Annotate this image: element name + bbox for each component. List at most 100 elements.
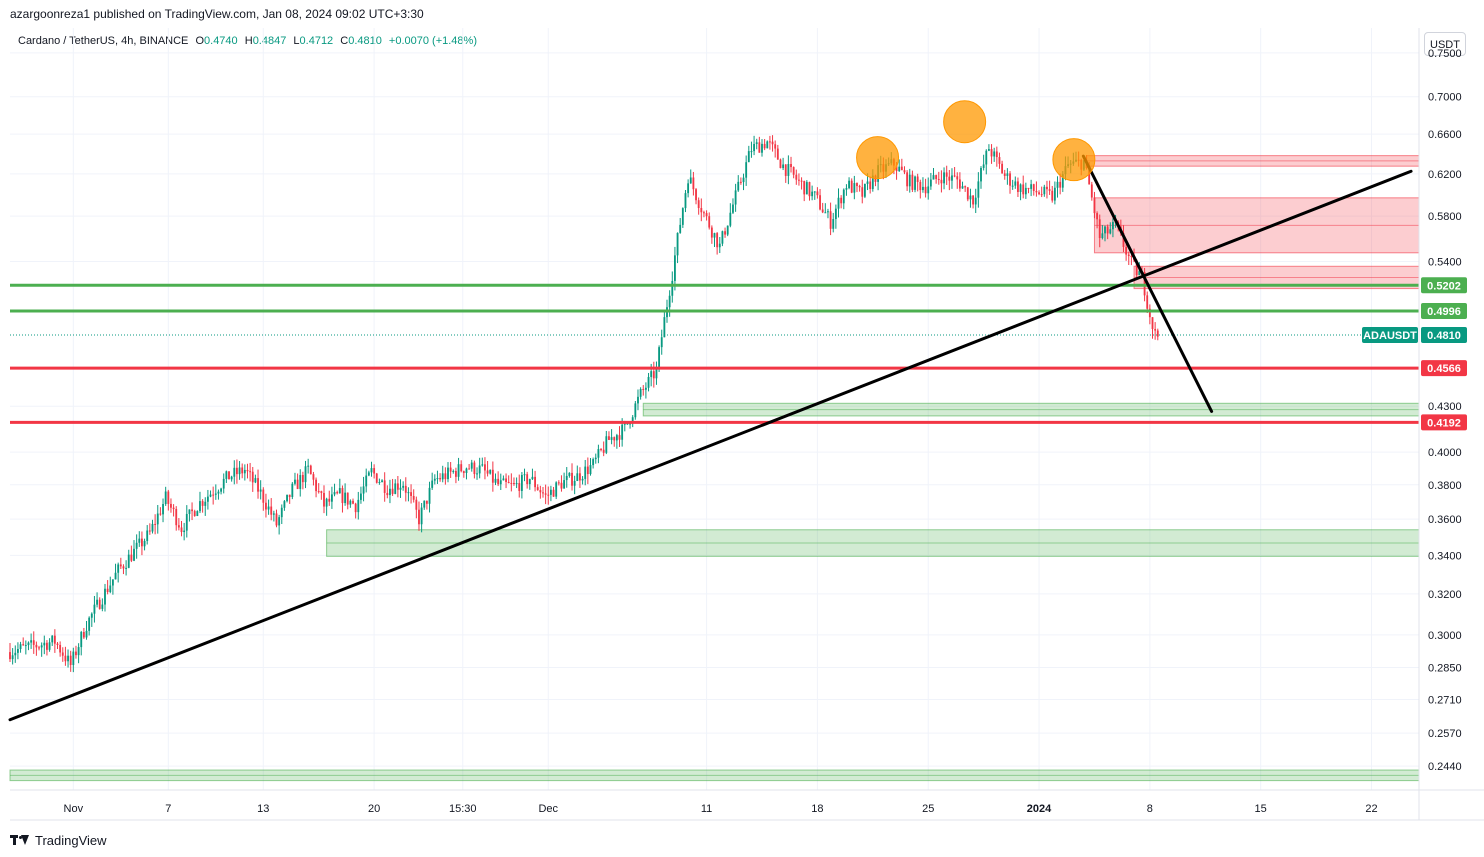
candle <box>272 513 275 515</box>
candle <box>22 644 25 646</box>
price-tick-label: 0.6600 <box>1428 129 1462 141</box>
candle <box>568 472 571 476</box>
candle <box>204 501 207 506</box>
candle <box>265 502 267 510</box>
time-tick-label: 25 <box>922 803 934 815</box>
candle <box>484 464 486 471</box>
candle <box>64 655 67 662</box>
candle <box>969 195 972 200</box>
candle <box>299 475 302 489</box>
candle <box>441 473 444 480</box>
candle <box>853 183 856 193</box>
candle <box>476 473 478 475</box>
candle <box>866 181 869 184</box>
candle <box>333 492 336 495</box>
candle <box>494 478 497 483</box>
candle <box>249 471 252 473</box>
candle <box>328 498 331 502</box>
candle <box>1038 192 1040 195</box>
candle <box>375 473 378 483</box>
candle <box>439 478 442 480</box>
candle <box>423 500 426 508</box>
candle <box>737 181 740 191</box>
candle <box>597 449 600 458</box>
candle <box>98 599 101 609</box>
candle <box>837 197 840 209</box>
symbol-title[interactable]: Cardano / TetherUS, 4h, BINANCE <box>18 35 189 47</box>
candle <box>404 485 407 493</box>
time-tick-label: 7 <box>165 803 171 815</box>
candle <box>288 494 291 497</box>
candle <box>745 162 748 178</box>
candle <box>626 423 629 425</box>
candle <box>856 183 858 187</box>
candle <box>1156 330 1159 337</box>
candle <box>637 396 639 404</box>
candle <box>716 233 719 248</box>
candle <box>283 501 286 508</box>
candle <box>246 469 249 472</box>
candle <box>370 468 373 473</box>
candle <box>895 165 898 172</box>
candle <box>832 219 835 229</box>
candle <box>228 471 230 480</box>
candle <box>750 151 753 153</box>
candle <box>1135 260 1138 276</box>
candle <box>652 371 655 379</box>
candle <box>642 389 645 391</box>
candle <box>539 490 542 493</box>
candle <box>816 191 819 196</box>
price-tick-label: 0.3600 <box>1428 514 1462 526</box>
candle <box>294 479 296 484</box>
candle <box>782 164 785 169</box>
candle <box>449 467 452 472</box>
candle <box>974 197 977 205</box>
candle <box>916 176 919 182</box>
currency-button[interactable]: USDT <box>1424 32 1466 56</box>
candle <box>56 643 59 645</box>
candle <box>278 517 281 526</box>
candle <box>196 511 199 516</box>
candle <box>433 478 436 481</box>
publisher-info: azargoonreza1 published on TradingView.c… <box>10 7 424 21</box>
candle <box>1151 317 1154 329</box>
candle <box>172 507 175 510</box>
candle <box>552 489 555 497</box>
candle <box>1030 184 1033 189</box>
candle <box>549 489 552 495</box>
candle <box>542 492 544 494</box>
candle <box>932 175 935 180</box>
candle <box>40 645 43 648</box>
candle <box>937 178 940 180</box>
candle <box>164 491 167 505</box>
candle <box>985 150 988 165</box>
candle <box>315 479 317 492</box>
price-tick-label: 0.5800 <box>1428 211 1462 223</box>
time-tick-label: 20 <box>368 803 380 815</box>
candle <box>38 647 40 649</box>
candle <box>220 488 223 492</box>
candle <box>1048 189 1051 191</box>
candle <box>43 642 46 646</box>
price-tick-label: 0.2440 <box>1428 761 1462 773</box>
candle <box>560 482 563 489</box>
brand-name[interactable]: TradingView <box>35 832 107 848</box>
candle <box>360 493 362 500</box>
candle <box>354 503 357 513</box>
candle <box>589 465 592 475</box>
peak-marker <box>1052 138 1096 182</box>
candle <box>1056 181 1059 188</box>
candle <box>32 640 35 645</box>
candle <box>655 367 658 379</box>
price-tick-label: 0.2570 <box>1428 728 1462 740</box>
price-tick-label: 0.2710 <box>1428 694 1462 706</box>
candle <box>80 631 83 648</box>
candle <box>824 212 827 214</box>
candle <box>684 193 687 209</box>
candle <box>689 177 692 184</box>
candle <box>563 480 566 489</box>
price-tick-label: 0.4000 <box>1428 447 1462 459</box>
candle <box>919 181 922 191</box>
candle <box>610 437 613 440</box>
